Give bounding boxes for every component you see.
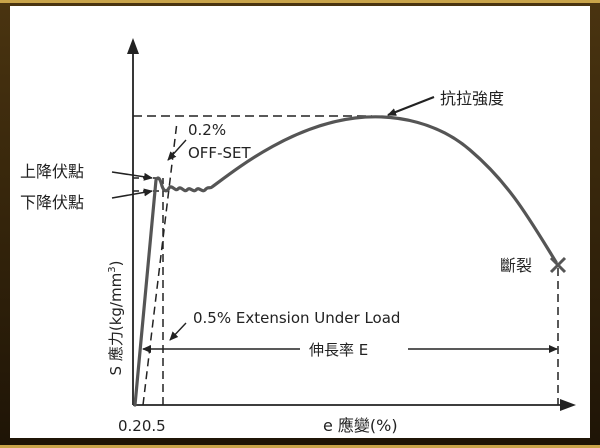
offset-dashed-line xyxy=(142,121,178,406)
tensile-strength-pointer xyxy=(387,95,435,117)
lower-yield-label: 下降伏點 xyxy=(20,193,84,212)
top-border xyxy=(0,0,600,3)
y-axis-label: S 應力(kg/mm3) xyxy=(107,261,125,376)
upper-yield-pointer xyxy=(111,171,153,181)
bottom-border xyxy=(0,445,600,448)
y-axis-label-prefix: S 應力(kg/mm xyxy=(107,273,125,376)
x-axis-label: e 應變(%) xyxy=(323,416,398,435)
offset-label-line1: 0.2% xyxy=(188,121,226,139)
diagram-panel xyxy=(10,6,590,438)
y-axis-arrow-icon xyxy=(127,38,139,54)
x-axis-arrow-icon xyxy=(560,399,576,411)
fracture-label: 斷裂 xyxy=(500,256,532,275)
y-axis-label-suffix: ) xyxy=(107,261,125,267)
extension-pointer xyxy=(169,322,187,341)
x-tick-label: 0.20.5 xyxy=(118,417,166,435)
y-axis-label-superscript: 3 xyxy=(107,266,118,272)
extension-under-load-label: 0.5% Extension Under Load xyxy=(193,309,400,327)
elongation-label: 伸長率 E xyxy=(309,341,368,359)
offset-pointer xyxy=(167,139,187,161)
offset-label-line2: OFF-SET xyxy=(188,144,251,162)
lower-yield-pointer xyxy=(111,188,153,199)
stress-strain-curve xyxy=(133,115,558,407)
upper-yield-label: 上降伏點 xyxy=(20,162,84,181)
fracture-x-mark-2 xyxy=(549,256,567,274)
tensile-strength-label: 抗拉強度 xyxy=(440,89,504,108)
